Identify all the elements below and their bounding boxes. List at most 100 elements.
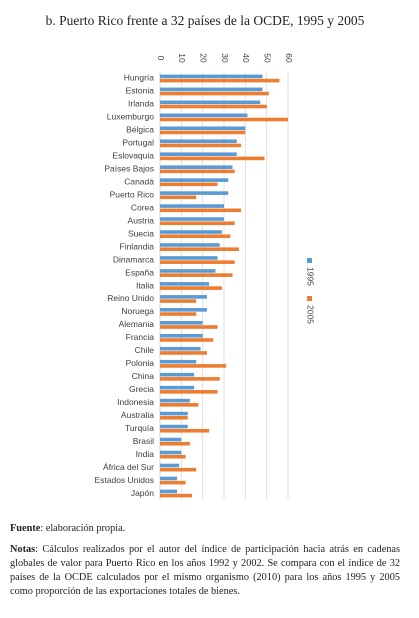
y-tick-label: España [125, 267, 154, 277]
bar [160, 308, 207, 312]
bar [160, 372, 195, 377]
bar [160, 424, 188, 429]
bar [160, 346, 201, 351]
bar [160, 467, 197, 472]
source-text: : elaboración propia. [40, 523, 126, 534]
bar [160, 428, 210, 433]
bar [160, 312, 197, 316]
bar [160, 204, 224, 208]
bar [160, 338, 214, 342]
bar [160, 104, 267, 109]
y-tick-label: Luxemburgo [107, 112, 155, 122]
y-tick-label: Suecia [128, 228, 154, 238]
bar [160, 269, 216, 273]
y-tick-label: África del Sur [103, 462, 154, 472]
y-tick-label: Indonesia [117, 397, 154, 407]
bar [160, 377, 220, 381]
y-tick-label: China [132, 371, 154, 381]
bar [160, 221, 235, 226]
bar [160, 415, 188, 420]
y-tick-label: Chile [135, 345, 155, 355]
y-tick-label: Corea [131, 202, 154, 212]
bar [160, 130, 246, 135]
bar [160, 113, 248, 118]
bar [160, 256, 218, 260]
y-tick-label: Bélgica [126, 125, 154, 135]
y-tick-label: Estonia [126, 86, 155, 96]
y-tick-label: Países Bajos [104, 164, 154, 174]
bar [160, 156, 265, 161]
y-tick-label: Brasil [133, 436, 154, 446]
bar [160, 333, 203, 338]
bar [160, 165, 233, 169]
chart-title: b. Puerto Rico frente a 32 países de la … [46, 13, 365, 28]
x-tick-label: 0 [156, 56, 166, 61]
y-tick-label: Irlanda [128, 99, 154, 109]
y-tick-label: Hungría [124, 73, 155, 83]
bar [160, 100, 261, 105]
bar [160, 230, 222, 234]
bar [160, 390, 218, 394]
bar [160, 152, 237, 157]
bar [160, 247, 239, 251]
x-tick-label: 50 [262, 53, 272, 63]
y-tick-label: Japón [131, 488, 154, 498]
bar [160, 450, 182, 455]
bar [160, 243, 220, 247]
bar [160, 476, 178, 481]
bar [160, 195, 197, 200]
y-tick-label: Estados Unidos [94, 475, 154, 485]
source: Fuente: elaboración propia. [10, 522, 400, 536]
bar [160, 273, 233, 277]
legend-label: 2005 [305, 305, 315, 324]
bar [160, 282, 210, 286]
bar [160, 351, 207, 355]
bar [160, 359, 197, 364]
bar [160, 74, 263, 79]
bar [160, 463, 180, 468]
bar [160, 260, 235, 264]
y-tick-label: Alemania [119, 319, 155, 329]
y-tick-label: Puerto Rico [110, 189, 155, 199]
y-tick-label: Canadá [124, 176, 154, 186]
bar [160, 78, 280, 83]
y-tick-label: Italia [136, 280, 154, 290]
bar [160, 169, 235, 174]
bar [160, 91, 269, 96]
y-tick-label: Reino Unido [107, 293, 154, 303]
bar [160, 411, 188, 416]
y-tick-label: Noruega [121, 306, 154, 316]
y-tick-label: Grecia [129, 384, 154, 394]
bar [160, 286, 222, 290]
bar [160, 217, 224, 221]
bar [160, 398, 190, 403]
bar [160, 493, 192, 498]
y-tick-label: Finlandia [120, 241, 155, 251]
source-label: Fuente [10, 523, 41, 534]
x-tick-label: 60 [284, 53, 294, 63]
y-tick-label: Turquía [125, 423, 154, 433]
bar [160, 87, 263, 92]
bar [160, 480, 186, 485]
x-tick-label: 40 [241, 53, 251, 63]
bar [160, 182, 218, 187]
bar [160, 454, 186, 459]
y-tick-label: Portugal [122, 138, 154, 148]
bar [160, 437, 182, 442]
notes-text: : Cálculos realizados por el autor del í… [10, 544, 400, 597]
bar [160, 299, 197, 303]
bar [160, 325, 218, 329]
legend-swatch [307, 258, 312, 263]
x-tick-label: 20 [198, 53, 208, 63]
legend-swatch [307, 296, 312, 301]
notes-label: Notas [10, 544, 36, 555]
y-tick-label: Austria [128, 215, 155, 225]
y-tick-label: India [136, 449, 155, 459]
bar [160, 143, 242, 148]
bar [160, 295, 207, 299]
x-tick-label: 10 [177, 53, 187, 63]
y-tick-label: Dinamarca [113, 254, 154, 264]
bar [160, 139, 237, 144]
bar [160, 208, 242, 213]
